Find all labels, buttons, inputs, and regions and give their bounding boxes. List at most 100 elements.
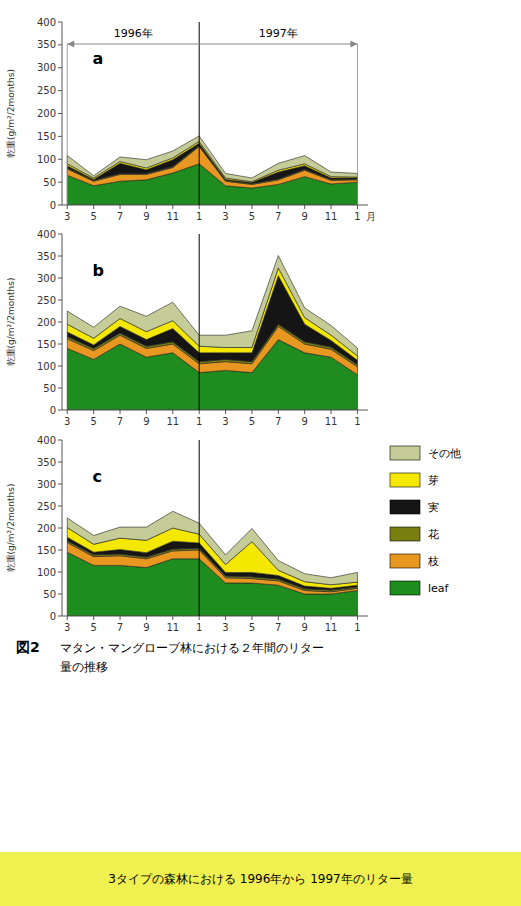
y-tick-label: 100 (37, 361, 56, 372)
x-tick (278, 205, 279, 209)
y-tick (58, 113, 62, 114)
y-tick (58, 205, 62, 206)
x-tick-label: 7 (275, 211, 281, 222)
y-tick (58, 572, 62, 573)
year-label: 1996年 (114, 27, 153, 40)
x-tick-label: 3 (64, 416, 70, 427)
y-tick-label: 400 (37, 17, 56, 28)
x-tick (251, 410, 252, 414)
legend-label: 枝 (427, 555, 439, 568)
y-tick-label: 400 (37, 229, 56, 240)
x-tick (93, 616, 94, 620)
year-span: 1996年 (67, 27, 199, 205)
y-tick-label: 100 (37, 154, 56, 165)
x-tick-label: 5 (90, 416, 96, 427)
y-tick-label: 0 (50, 405, 56, 416)
y-axis (62, 22, 63, 205)
x-tick (120, 410, 121, 414)
year-edge (357, 44, 358, 205)
footnote: 3タイプの森林における 1996年から 1997年のリター量 (108, 872, 412, 886)
area-band (67, 256, 357, 356)
y-tick-label: 300 (37, 479, 56, 490)
x-tick-label: 9 (302, 622, 308, 633)
y-tick-label: 150 (37, 545, 56, 556)
x-tick (199, 410, 200, 414)
x-tick-label: 9 (143, 211, 149, 222)
y-tick (58, 344, 62, 345)
x-tick-label: 1 (196, 211, 202, 222)
y-tick-label: 250 (37, 85, 56, 96)
x-tick-label: 1 (354, 622, 360, 633)
x-tick-label: 5 (249, 416, 255, 427)
x-tick (278, 410, 279, 414)
x-axis (62, 410, 368, 411)
x-axis (62, 205, 368, 206)
legend-swatch (390, 581, 420, 595)
y-tick (58, 322, 62, 323)
y-tick (58, 506, 62, 507)
y-axis-label: 乾重(g/m²/2months) (6, 69, 16, 158)
x-tick-label: 5 (249, 622, 255, 633)
x-tick (225, 205, 226, 209)
x-tick-label: 11 (325, 211, 338, 222)
x-tick-label: 9 (302, 211, 308, 222)
x-tick-label: 3 (64, 622, 70, 633)
x-axis-label: 月 (366, 211, 376, 222)
legend-swatch (390, 446, 420, 460)
y-tick-label: 50 (43, 177, 56, 188)
year-span: 1997年 (199, 27, 357, 205)
figure: 05010015020025030035040035791113579111月乾… (0, 0, 521, 906)
x-tick (251, 616, 252, 620)
x-tick-label: 11 (166, 416, 179, 427)
legend-label: 実 (428, 501, 439, 514)
legend-label: その他 (428, 447, 461, 460)
y-tick-label: 300 (37, 62, 56, 73)
y-tick-label: 250 (37, 501, 56, 512)
x-tick (172, 616, 173, 620)
x-tick-label: 1 (354, 416, 360, 427)
areas (67, 511, 357, 616)
y-tick-label: 150 (37, 131, 56, 142)
panel-2: 05010015020025030035040035791113579111乾重… (6, 435, 461, 634)
arrow-head (67, 41, 74, 48)
y-tick (58, 528, 62, 529)
y-tick (58, 136, 62, 137)
y-tick-label: 200 (37, 523, 56, 534)
panel-1: 05010015020025030035040035791113579111乾重… (6, 229, 368, 428)
x-tick (304, 410, 305, 414)
x-tick-label: 1 (196, 416, 202, 427)
y-tick-label: 50 (43, 589, 56, 600)
x-tick (93, 205, 94, 209)
x-tick-label: 7 (275, 622, 281, 633)
x-tick-label: 5 (90, 622, 96, 633)
y-tick-label: 400 (37, 435, 56, 446)
legend-label: 花 (428, 528, 439, 541)
x-tick (331, 205, 332, 209)
panel-label: a (93, 49, 104, 68)
y-axis-label: 乾重(g/m²/2months) (6, 484, 16, 573)
x-tick-label: 5 (90, 211, 96, 222)
x-tick-label: 9 (143, 416, 149, 427)
x-tick-label: 9 (143, 622, 149, 633)
legend-swatch (390, 473, 420, 487)
x-tick-label: 7 (117, 622, 123, 633)
x-tick-label: 7 (275, 416, 281, 427)
y-tick (58, 67, 62, 68)
y-axis-label: 乾重(g/m²/2months) (6, 278, 16, 367)
panel-0: 05010015020025030035040035791113579111月乾… (6, 17, 376, 223)
arrow-head (350, 41, 357, 48)
y-tick-label: 350 (37, 251, 56, 262)
x-tick-label: 3 (222, 622, 228, 633)
y-tick (58, 410, 62, 411)
y-axis (62, 440, 63, 616)
x-tick (120, 205, 121, 209)
x-tick (146, 616, 147, 620)
y-tick (58, 234, 62, 235)
year-label: 1997年 (259, 27, 298, 40)
year-arrow (67, 43, 199, 44)
y-tick (58, 366, 62, 367)
y-tick (58, 159, 62, 160)
x-tick (225, 616, 226, 620)
y-tick-label: 0 (50, 200, 56, 211)
x-tick-label: 11 (325, 416, 338, 427)
